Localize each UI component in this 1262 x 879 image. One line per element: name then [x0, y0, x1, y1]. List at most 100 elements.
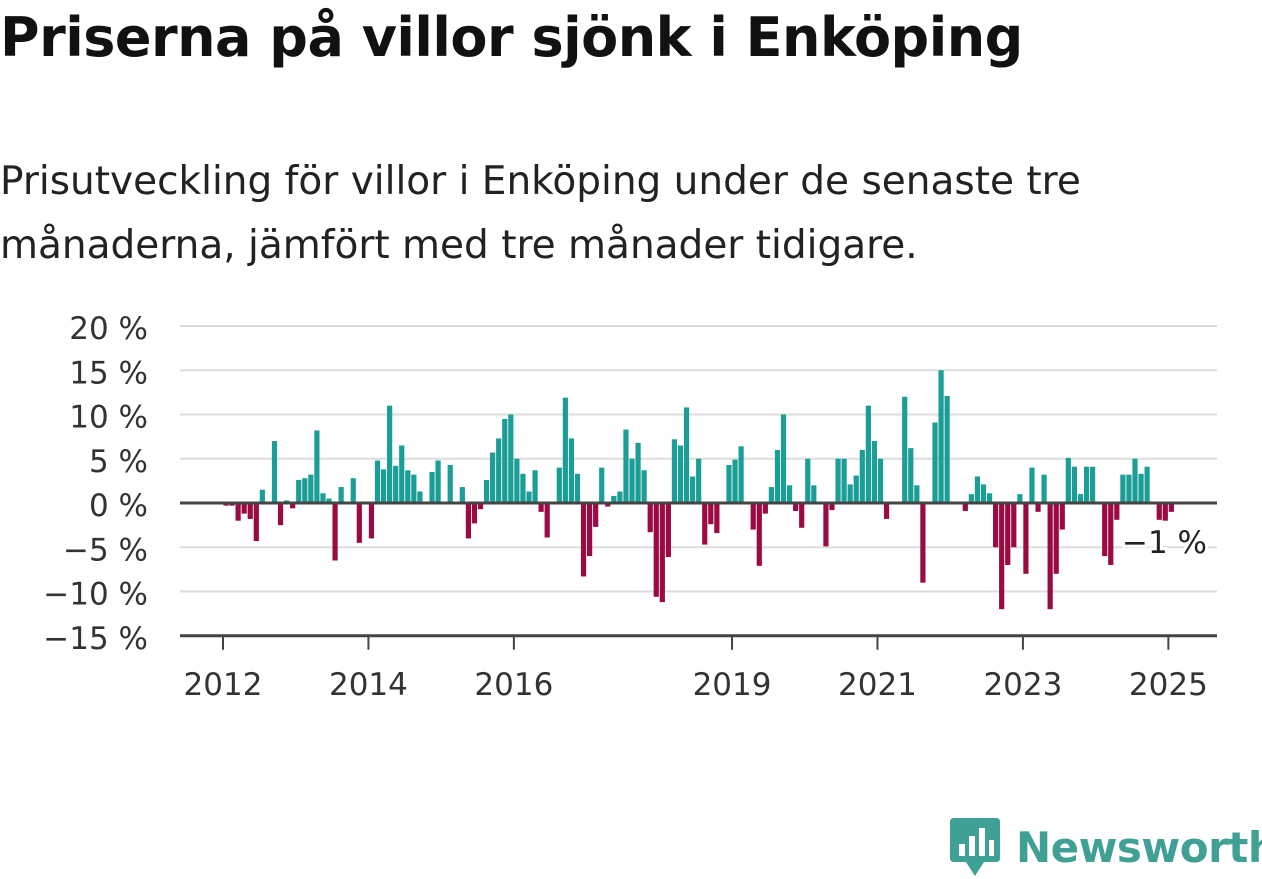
bar: [1023, 503, 1029, 574]
newsworthy-logo: Newsworthy: [950, 818, 1262, 876]
bar: [1035, 503, 1041, 512]
bar: [750, 503, 756, 530]
bar: [477, 503, 484, 510]
bar: [411, 474, 417, 503]
bar: [332, 503, 338, 561]
bar: [702, 503, 708, 545]
bar: [520, 473, 526, 503]
bar: [259, 489, 265, 503]
bar: [853, 475, 859, 503]
bar: [320, 493, 326, 503]
bar: [1089, 466, 1096, 503]
bar: [562, 397, 568, 503]
bar: [908, 448, 914, 503]
bar: [665, 503, 671, 557]
bar: [902, 396, 908, 503]
bar: [599, 467, 605, 503]
bar: [568, 438, 575, 503]
x-tick-label: 2023: [983, 667, 1062, 703]
bar: [732, 459, 738, 503]
last-value-label: −1 %: [1122, 525, 1207, 561]
bar: [1029, 467, 1035, 503]
bar: [877, 458, 884, 503]
bar: [1156, 503, 1162, 520]
bar: [1017, 494, 1023, 503]
bar: [1162, 503, 1168, 521]
x-tick-label: 2025: [1129, 667, 1208, 703]
bar: [635, 442, 641, 503]
bar: [605, 503, 611, 507]
bar: [1108, 503, 1114, 565]
y-tick-label: 20 %: [69, 311, 148, 347]
grid-layer: [180, 325, 1217, 593]
bar: [756, 503, 762, 566]
bar: [999, 503, 1005, 610]
bar: [508, 414, 514, 503]
bar: [805, 458, 811, 503]
bar: [623, 429, 629, 503]
bar: [986, 493, 993, 503]
bar: [393, 465, 399, 503]
y-tick-label: 5 %: [89, 444, 148, 480]
bar: [829, 503, 835, 511]
bar: [496, 438, 502, 503]
bar: [277, 503, 284, 526]
bar: [690, 476, 696, 503]
bar: [302, 478, 308, 503]
bar: [1041, 474, 1047, 503]
bar: [574, 473, 581, 503]
brand-name: Newsworthy: [1016, 822, 1262, 872]
x-tick-label: 2019: [693, 667, 772, 703]
bar: [435, 460, 441, 503]
bar: [762, 503, 768, 514]
bar: [308, 474, 314, 503]
bar: [768, 487, 774, 503]
bar: [1071, 466, 1077, 503]
x-tick-label: 2016: [474, 667, 553, 703]
bar: [380, 469, 387, 503]
bar: [659, 503, 665, 603]
chart-title: Priserna på villor sjönk i Enköping: [0, 6, 1023, 69]
bar: [538, 503, 544, 512]
bar: [1065, 457, 1071, 503]
bar: [774, 449, 781, 503]
bar: [617, 491, 623, 503]
bar: [714, 503, 720, 534]
labels-layer: −15 % −10 % −5 % 0 % 5 % 10 % 15 % 20 % 2012 2014…: [43, 311, 1210, 703]
bar: [1114, 503, 1120, 520]
bar: [993, 503, 999, 548]
bar: [483, 479, 490, 503]
bar: [593, 503, 599, 527]
bar: [514, 458, 520, 503]
bar: [1144, 466, 1150, 503]
bar: [738, 446, 744, 503]
bar: [811, 485, 817, 503]
bar: [974, 476, 981, 503]
bar: [1120, 474, 1126, 503]
bar: [1138, 473, 1144, 503]
bar: [253, 503, 259, 542]
bar: [459, 487, 465, 503]
bar: [314, 430, 320, 503]
bar: [368, 503, 375, 539]
bar: [417, 491, 423, 503]
x-tick-label: 2012: [184, 667, 263, 703]
bar: [865, 405, 871, 503]
bar: [671, 439, 678, 503]
bar: [871, 441, 878, 503]
bar: [683, 407, 690, 503]
bar: [490, 452, 496, 503]
bar: [247, 503, 253, 519]
bar: [387, 405, 393, 503]
y-tick-label: 15 %: [69, 355, 148, 391]
bar: [835, 458, 841, 503]
bar: [1059, 503, 1065, 530]
bar: [544, 503, 550, 538]
bar: [1005, 503, 1011, 565]
bar: [587, 503, 593, 557]
bar: [980, 484, 987, 503]
bar: [580, 503, 587, 577]
bar: [1083, 466, 1090, 503]
bar: [914, 485, 920, 503]
bar: [296, 479, 302, 503]
